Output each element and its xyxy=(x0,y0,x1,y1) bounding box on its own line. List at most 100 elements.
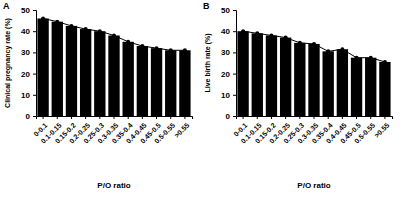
marker xyxy=(169,48,173,52)
tick-mark xyxy=(233,74,236,75)
bar xyxy=(365,58,376,116)
x-axis: 0-0.10.1-0.150.15-0.20.2-0.250.25-0.30.3… xyxy=(32,116,192,145)
tick-label: 30 xyxy=(221,48,230,57)
tick-mark xyxy=(33,74,36,75)
marker xyxy=(155,46,159,50)
marker xyxy=(269,33,273,37)
tick-mark xyxy=(43,116,44,119)
tick: 40 xyxy=(221,27,236,36)
tick: 30 xyxy=(21,48,36,57)
marker xyxy=(84,27,88,31)
tick: 10 xyxy=(221,91,236,100)
tick-mark xyxy=(257,116,258,119)
tick-mark xyxy=(71,116,72,119)
tick-mark xyxy=(114,116,115,119)
tick: 50 xyxy=(221,6,236,15)
marker xyxy=(41,16,45,20)
tick-mark xyxy=(33,95,36,96)
tick-label: >0.55 xyxy=(373,121,391,139)
bar xyxy=(252,33,263,116)
tick-mark xyxy=(233,116,236,117)
tick-mark xyxy=(33,10,36,11)
bar xyxy=(52,22,63,116)
tick-mark xyxy=(142,116,143,119)
marker xyxy=(55,20,59,24)
plot: 0 10 20 30 40 50 0-0.10.1-0.150.15-0.20.2-0.25… xyxy=(21,6,192,145)
tick-mark xyxy=(128,116,129,119)
tick-mark xyxy=(314,116,315,119)
plot: 0 10 20 30 40 50 0-0.10.1-0.150.15-0.20.2-0.25… xyxy=(221,6,392,145)
axis-line xyxy=(33,11,37,117)
tick-mark xyxy=(370,116,371,119)
marks xyxy=(237,29,390,116)
tick-label: 40 xyxy=(221,27,230,36)
tick-label: 30 xyxy=(21,48,30,57)
tick-label: 50 xyxy=(21,6,30,15)
y-axis-title: Clinical pregnancy rate (%) xyxy=(4,18,12,108)
marks xyxy=(37,16,190,116)
bar xyxy=(337,49,348,116)
tick-mark xyxy=(233,95,236,96)
tick: >0.55 xyxy=(173,116,191,139)
marker xyxy=(255,31,259,35)
bar xyxy=(151,48,162,116)
marker xyxy=(383,60,387,64)
marker xyxy=(355,56,359,60)
tick-mark xyxy=(33,52,36,53)
bar xyxy=(179,50,190,116)
bar xyxy=(123,42,134,116)
bar xyxy=(80,29,91,116)
bar xyxy=(323,51,334,116)
tick: 0 xyxy=(226,112,236,121)
bar xyxy=(66,26,77,116)
tick-mark xyxy=(356,116,357,119)
marker xyxy=(326,49,330,53)
bar xyxy=(237,31,248,116)
y-axis: 0 10 20 30 40 50 xyxy=(221,6,236,121)
tick-mark xyxy=(57,116,58,119)
tick: >0.55 xyxy=(373,116,391,139)
marker xyxy=(298,41,302,45)
x-axis: 0-0.10.1-0.150.15-0.20.2-0.250.25-0.30.3… xyxy=(232,116,392,145)
tick-mark xyxy=(285,116,286,119)
tick-label: 20 xyxy=(221,70,230,79)
bar xyxy=(351,58,362,116)
tick-label: 0 xyxy=(226,112,231,121)
tick: 0.5-0.55 xyxy=(353,116,376,145)
tick-mark xyxy=(299,116,300,119)
x-axis-title: P/O ratio xyxy=(97,181,130,190)
tick: 10 xyxy=(21,91,36,100)
figure: 0 10 20 30 40 50 0-0.10.1-0.150.15-0.20.2-0.25… xyxy=(0,0,400,202)
y-axis-title: Live birth rate (%) xyxy=(204,33,212,92)
axis-line xyxy=(233,11,237,117)
tick-label: 10 xyxy=(21,91,30,100)
tick: 0.5-0.55 xyxy=(153,116,176,145)
tick-label: >0.55 xyxy=(173,121,191,139)
tick-mark xyxy=(328,116,329,119)
tick: 30 xyxy=(221,48,236,57)
marker xyxy=(340,47,344,51)
panel-title: B xyxy=(203,1,210,11)
tick: 20 xyxy=(21,70,36,79)
tick: 0 xyxy=(26,112,36,121)
tick-mark xyxy=(99,116,100,119)
marker xyxy=(69,24,73,28)
bar xyxy=(37,18,48,116)
tick-label: 0 xyxy=(26,112,31,121)
tick-label: 20 xyxy=(21,70,30,79)
tick-mark xyxy=(33,116,36,117)
tick: 50 xyxy=(21,6,36,15)
marker xyxy=(98,29,102,33)
marker xyxy=(112,33,116,37)
panel: 0 10 20 30 40 50 0-0.10.1-0.150.15-0.20.2-0.25… xyxy=(203,1,393,190)
trend-line xyxy=(243,31,385,62)
bar xyxy=(165,50,176,116)
tick-mark xyxy=(184,116,185,119)
trend-line xyxy=(43,18,185,50)
axis-line xyxy=(37,117,193,120)
tick-label: 40 xyxy=(21,27,30,36)
marker xyxy=(284,36,288,40)
panel: 0 10 20 30 40 50 0-0.10.1-0.150.15-0.20.2-0.25… xyxy=(3,1,193,190)
marker xyxy=(312,42,316,46)
bar xyxy=(137,46,148,116)
